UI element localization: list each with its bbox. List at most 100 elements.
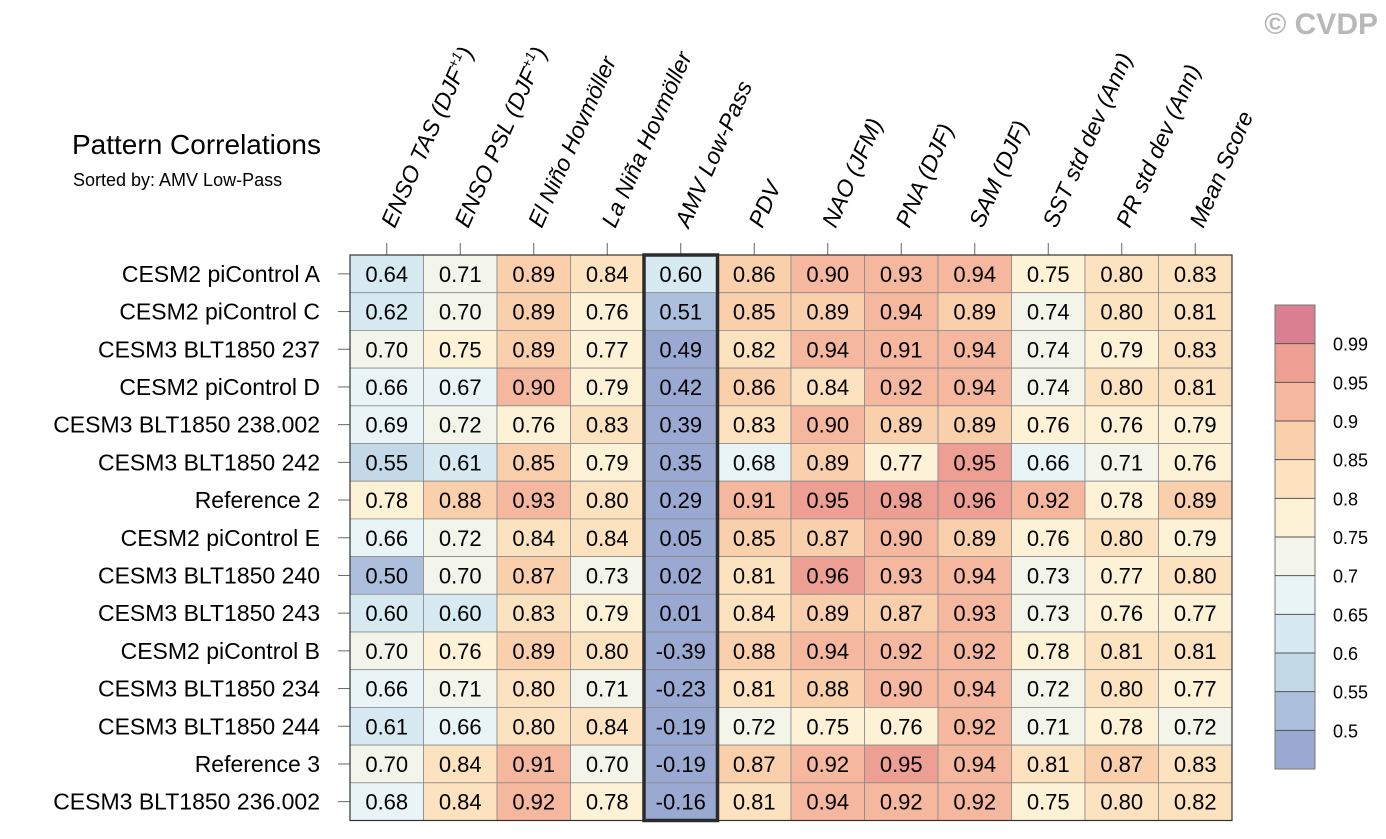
- cell-cesm3-blt1850-244-la-nina-hovmoller: [570, 707, 645, 746]
- cell-cesm2-picontrol-b-enso-psl-djf-1: [423, 631, 498, 671]
- colorbar-label: 0.95: [1333, 373, 1368, 393]
- colorbar-label: 0.65: [1333, 605, 1368, 625]
- cell-cesm2-picontrol-e-amv-low-pass: [643, 518, 718, 558]
- cell-value-label: -0.23: [656, 677, 706, 702]
- cell-cesm3-blt1850-236-002-el-nino-hovmoller: [496, 782, 571, 821]
- cell-reference-3-amv-low-pass: [643, 744, 718, 784]
- cell-value-label: 0.92: [953, 714, 996, 739]
- cell-value-label: 0.50: [365, 563, 408, 588]
- cell-value-label: 0.79: [1100, 337, 1143, 362]
- cell-value-label: 0.39: [659, 413, 702, 438]
- row-label-cesm2-picontrol-a: CESM2 piControl A: [122, 261, 321, 287]
- cell-value-label: 0.89: [512, 262, 555, 287]
- cell-value-label: 0.86: [733, 375, 776, 400]
- row-label-cesm3-blt1850-243: CESM3 BLT1850 243: [98, 600, 320, 626]
- cell-value-label: 0.84: [733, 601, 776, 626]
- cell-cesm3-blt1850-243-enso-tas-djf-1: [349, 593, 424, 633]
- cell-cesm3-blt1850-238-002-amv-low-pass: [643, 405, 718, 444]
- chart-subtitle: Sorted by: AMV Low-Pass: [73, 170, 282, 190]
- cell-value-label: 0.73: [1027, 563, 1070, 588]
- colorbar-swatch: [1275, 537, 1315, 576]
- cell-cesm2-picontrol-a-sam-djf: [937, 254, 1012, 294]
- cell-cesm3-blt1850-234-la-nina-hovmoller: [570, 669, 645, 708]
- cell-cesm2-picontrol-e-enso-tas-djf-1: [349, 518, 424, 558]
- cell-value-label: 0.93: [953, 601, 996, 626]
- cell-value-label: 0.76: [1027, 413, 1070, 438]
- cell-cesm2-picontrol-e-la-nina-hovmoller: [570, 518, 645, 558]
- cell-value-label: 0.88: [439, 488, 482, 513]
- cell-value-label: 0.92: [880, 375, 923, 400]
- cell-cesm3-blt1850-234-el-nino-hovmoller: [496, 669, 571, 708]
- cell-cesm3-blt1850-234-enso-psl-djf-1: [423, 669, 498, 708]
- cell-value-label: 0.78: [1027, 639, 1070, 664]
- cell-value-label: 0.35: [659, 450, 702, 475]
- cell-value-label: 0.71: [1100, 450, 1143, 475]
- cell-value-label: 0.66: [439, 714, 482, 739]
- cell-cesm3-blt1850-244-sam-djf: [937, 707, 1012, 746]
- cell-value-label: 0.85: [733, 300, 776, 325]
- cell-cesm2-picontrol-b-nao-jfm: [790, 631, 865, 671]
- cell-cesm3-blt1850-242-mean-score: [1158, 443, 1233, 482]
- colorbar-label: 0.6: [1333, 644, 1358, 664]
- cell-cesm3-blt1850-243-sst-std-dev-ann: [1011, 593, 1086, 633]
- cell-cesm3-blt1850-244-el-nino-hovmoller: [496, 707, 571, 746]
- cell-value-label: 0.94: [953, 752, 996, 777]
- cell-value-label: 0.79: [1174, 526, 1217, 551]
- column-label-mean-score: Mean Score: [1184, 107, 1258, 231]
- cell-cesm2-picontrol-c-pna-djf: [864, 292, 939, 331]
- cell-cesm2-picontrol-d-pr-std-dev-ann: [1084, 367, 1159, 407]
- cell-value-label: 0.72: [1027, 677, 1070, 702]
- cell-value-label: 0.61: [365, 714, 408, 739]
- cell-value-label: 0.84: [512, 526, 555, 551]
- cell-value-label: 0.77: [586, 337, 629, 362]
- cell-reference-3-pna-djf: [864, 744, 939, 784]
- cell-cesm3-blt1850-238-002-pr-std-dev-ann: [1084, 405, 1159, 444]
- cell-cesm2-picontrol-b-pr-std-dev-ann: [1084, 631, 1159, 671]
- row-label-reference-2: Reference 2: [195, 487, 320, 513]
- cell-cesm2-picontrol-d-nao-jfm: [790, 367, 865, 407]
- cell-cesm3-blt1850-238-002-sam-djf: [937, 405, 1012, 444]
- cell-cesm3-blt1850-234-enso-tas-djf-1: [349, 669, 424, 708]
- cell-value-label: 0.77: [1100, 563, 1143, 588]
- cell-value-label: 0.95: [953, 450, 996, 475]
- cell-value-label: 0.85: [733, 526, 776, 551]
- cell-value-label: 0.80: [1100, 526, 1143, 551]
- cell-value-label: 0.77: [1174, 677, 1217, 702]
- cell-cesm3-blt1850-238-002-sst-std-dev-ann: [1011, 405, 1086, 444]
- cell-cesm3-blt1850-234-pdv: [717, 669, 792, 708]
- cell-cesm3-blt1850-242-pr-std-dev-ann: [1084, 443, 1159, 482]
- cell-value-label: 0.87: [512, 563, 555, 588]
- cell-value-label: 0.89: [512, 300, 555, 325]
- cell-value-label: 0.76: [1174, 450, 1217, 475]
- cell-value-label: 0.93: [880, 563, 923, 588]
- cell-cesm2-picontrol-b-el-nino-hovmoller: [496, 631, 571, 671]
- cell-cesm2-picontrol-e-el-nino-hovmoller: [496, 518, 571, 558]
- cell-cesm3-blt1850-234-pr-std-dev-ann: [1084, 669, 1159, 708]
- cell-value-label: 0.90: [806, 413, 849, 438]
- cell-value-label: 0.60: [659, 262, 702, 287]
- cell-value-label: 0.92: [806, 752, 849, 777]
- cell-value-label: 0.72: [733, 714, 776, 739]
- cell-value-label: 0.83: [1174, 262, 1217, 287]
- cell-cesm2-picontrol-c-mean-score: [1158, 292, 1233, 331]
- cell-reference-2-enso-psl-djf-1: [423, 480, 498, 520]
- cell-cesm2-picontrol-e-enso-psl-djf-1: [423, 518, 498, 558]
- cell-cesm2-picontrol-a-enso-tas-djf-1: [349, 254, 424, 294]
- cell-cesm3-blt1850-236-002-pr-std-dev-ann: [1084, 782, 1159, 821]
- cell-cesm3-blt1850-240-pdv: [717, 556, 792, 595]
- colorbar-label: 0.85: [1333, 451, 1368, 471]
- cell-value-label: 0.80: [586, 639, 629, 664]
- colorbar-swatch: [1275, 575, 1315, 615]
- column-labels: ENSO TAS (DJF+1)ENSO PSL (DJF+1)El Niño …: [375, 42, 1258, 255]
- row-label-cesm2-picontrol-c: CESM2 piControl C: [119, 299, 320, 325]
- cell-cesm3-blt1850-236-002-pna-djf: [864, 782, 939, 821]
- row-label-cesm3-blt1850-244: CESM3 BLT1850 244: [98, 713, 320, 739]
- cell-value-label: 0.96: [806, 563, 849, 588]
- colorbar-label: 0.99: [1333, 335, 1368, 355]
- cell-cesm3-blt1850-236-002-nao-jfm: [790, 782, 865, 821]
- cell-value-label: 0.89: [953, 300, 996, 325]
- cell-cesm3-blt1850-240-el-nino-hovmoller: [496, 556, 571, 595]
- row-label-cesm2-picontrol-b: CESM2 piControl B: [121, 638, 320, 664]
- cell-value-label: 0.96: [953, 488, 996, 513]
- cell-value-label: 0.81: [733, 563, 776, 588]
